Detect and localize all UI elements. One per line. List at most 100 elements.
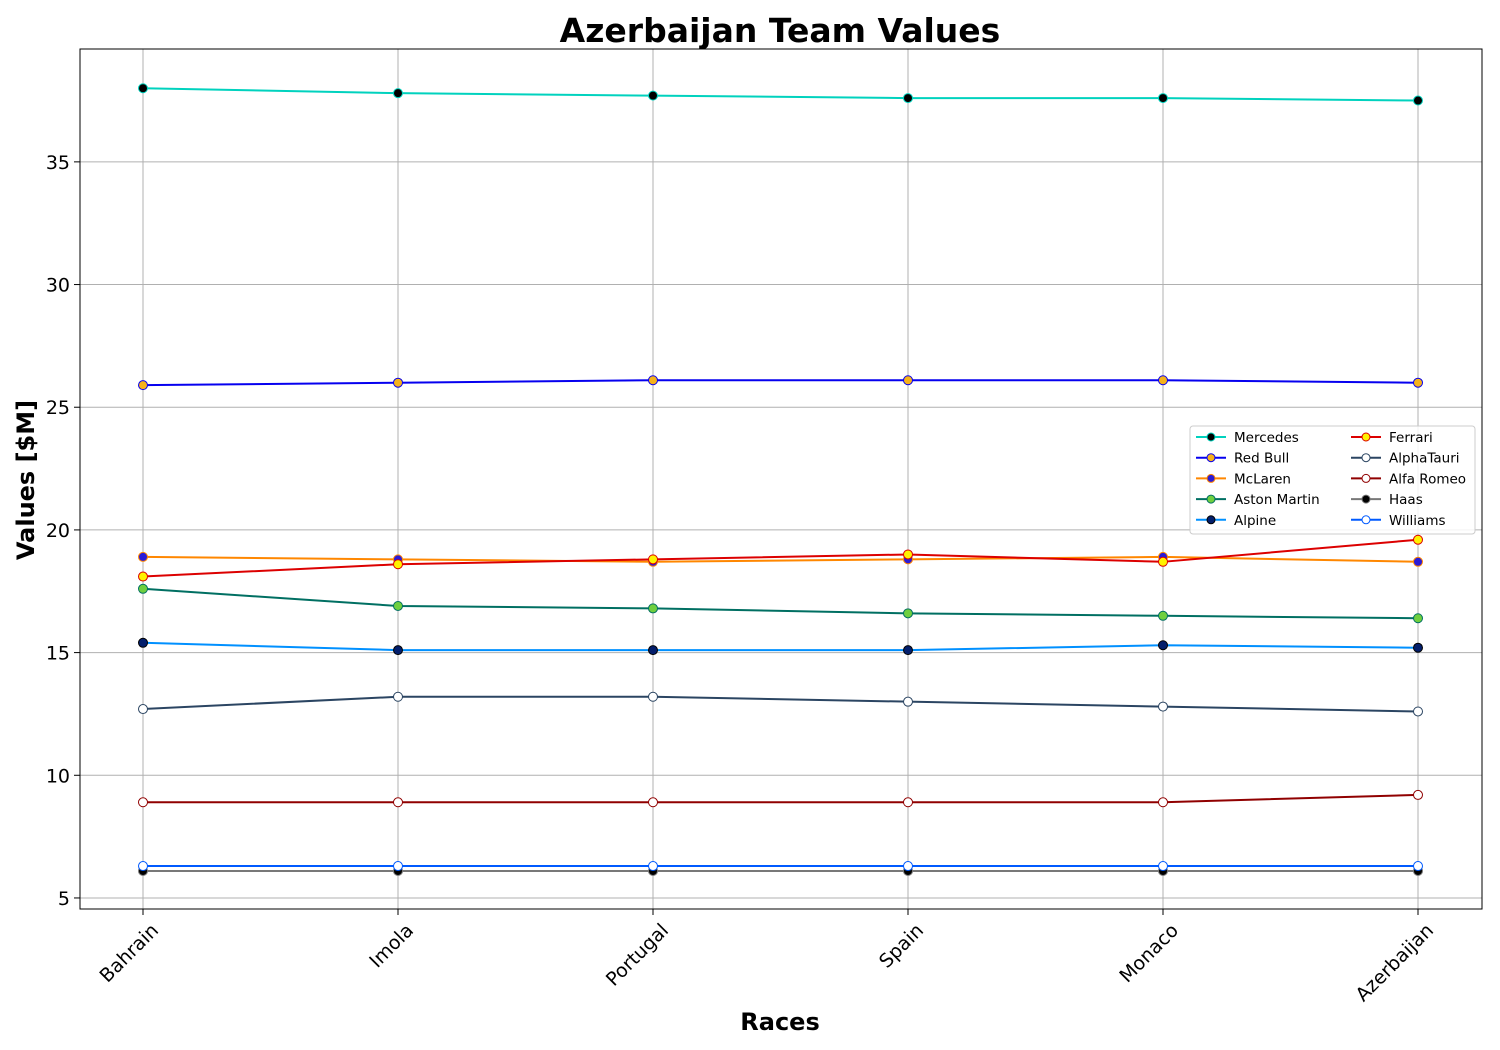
y-tick-label-15: 15 (46, 643, 70, 665)
data-point-aston-martin-imola (393, 600, 403, 611)
data-point-mclaren-bahrain (138, 551, 148, 562)
legend-item-ferrari: Ferrari (1351, 430, 1433, 446)
data-point-mercedes-monaco (1158, 93, 1168, 104)
data-point-alfa-romeo-imola (393, 797, 403, 808)
data-point-mercedes-bahrain (138, 83, 148, 94)
series-mercedes (138, 83, 1423, 106)
legend-label-haas: Haas (1389, 492, 1423, 508)
legend-item-haas: Haas (1351, 492, 1423, 508)
data-point-red-bull-azerbaijan (1413, 377, 1423, 388)
data-point-mercedes-portugal (648, 90, 658, 101)
series-alphatauri (138, 691, 1423, 717)
data-point-williams-imola (393, 861, 403, 872)
data-point-alpine-bahrain (138, 637, 148, 648)
data-point-williams-spain (903, 861, 913, 872)
legend-label-mercedes: Mercedes (1234, 430, 1299, 446)
series-layer (138, 83, 1423, 876)
legend-marker-ferrari (1361, 432, 1371, 442)
series-alpine (138, 637, 1423, 656)
chart-title: Azerbaijan Team Values (560, 11, 1001, 50)
data-point-ferrari-imola (393, 559, 403, 570)
legend-label-red-bull: Red Bull (1234, 451, 1289, 467)
data-point-alpine-monaco (1158, 640, 1168, 651)
legend-label-alpine: Alpine (1234, 513, 1276, 529)
series-line-mercedes (142, 87, 1419, 102)
y-tick-label-35: 35 (46, 152, 70, 174)
series-line-aston-martin (142, 587, 1419, 620)
legend-marker-aston-martin (1206, 494, 1216, 504)
data-point-alpine-imola (393, 645, 403, 656)
data-point-ferrari-portugal (648, 554, 658, 565)
legend-item-mercedes: Mercedes (1196, 430, 1299, 446)
y-tick-label-30: 30 (46, 275, 70, 297)
legend-marker-haas (1361, 494, 1371, 504)
legend-label-ferrari: Ferrari (1389, 430, 1433, 446)
series-line-alfa-romeo (143, 793, 1419, 804)
data-point-ferrari-bahrain (138, 571, 148, 582)
y-tick-label-10: 10 (46, 765, 70, 787)
legend-item-alphatauri: AlphaTauri (1351, 451, 1460, 467)
legend-marker-alfa-romeo (1361, 473, 1371, 483)
data-point-aston-martin-monaco (1158, 610, 1168, 621)
data-point-alpine-portugal (648, 645, 658, 656)
data-point-mclaren-azerbaijan (1413, 556, 1423, 567)
data-point-aston-martin-bahrain (138, 583, 148, 594)
data-point-williams-portugal (648, 861, 658, 872)
data-point-alfa-romeo-bahrain (138, 797, 148, 808)
legend: Mercedes Red Bull McLaren Aston Martin Alpin… (1189, 425, 1476, 535)
legend-box (1189, 425, 1476, 535)
data-point-mercedes-azerbaijan (1413, 95, 1423, 106)
legend-label-williams: Williams (1389, 513, 1446, 529)
series-red-bull (138, 375, 1423, 391)
data-point-red-bull-monaco (1158, 375, 1168, 386)
y-tick-label-25: 25 (46, 397, 70, 419)
y-tick-label-5: 5 (58, 888, 70, 910)
legend-item-alfa-romeo: Alfa Romeo (1351, 471, 1466, 487)
y-axis-label: Values [$M] (12, 400, 40, 560)
data-point-ferrari-spain (903, 549, 913, 560)
legend-marker-williams (1361, 515, 1371, 525)
data-point-ferrari-azerbaijan (1413, 534, 1423, 545)
data-point-alfa-romeo-spain (903, 797, 913, 808)
legend-label-alfa-romeo: Alfa Romeo (1389, 471, 1466, 487)
y-tick-label-20: 20 (46, 520, 70, 542)
legend-marker-alphatauri (1361, 453, 1371, 463)
legend-item-aston-martin: Aston Martin (1196, 492, 1320, 508)
legend-label-mclaren: McLaren (1234, 471, 1291, 487)
series-williams (138, 861, 1423, 872)
legend-item-mclaren: McLaren (1196, 471, 1291, 487)
legend-marker-mercedes (1206, 432, 1216, 442)
data-point-alpine-spain (903, 645, 913, 656)
series-ferrari (138, 534, 1423, 582)
legend-item-red-bull: Red Bull (1196, 451, 1289, 467)
series-line-ferrari (142, 538, 1419, 578)
data-point-mercedes-imola (393, 88, 403, 99)
data-point-williams-bahrain (138, 861, 148, 872)
data-point-aston-martin-portugal (648, 603, 658, 614)
data-point-mercedes-spain (903, 93, 913, 104)
data-point-red-bull-imola (393, 377, 403, 388)
data-point-alphatauri-spain (903, 696, 913, 707)
legend-item-alpine: Alpine (1196, 513, 1276, 529)
data-point-alfa-romeo-azerbaijan (1413, 789, 1423, 800)
data-point-alfa-romeo-portugal (648, 797, 658, 808)
data-point-alfa-romeo-monaco (1158, 797, 1168, 808)
data-point-alphatauri-azerbaijan (1413, 706, 1423, 717)
legend-marker-alpine (1206, 515, 1216, 525)
data-point-red-bull-spain (903, 375, 913, 386)
series-line-red-bull (142, 379, 1419, 387)
data-point-alphatauri-imola (393, 691, 403, 702)
legend-marker-red-bull (1206, 453, 1216, 463)
legend-item-williams: Williams (1351, 513, 1446, 529)
data-point-aston-martin-azerbaijan (1413, 613, 1423, 624)
data-point-alphatauri-monaco (1158, 701, 1168, 712)
data-point-alpine-azerbaijan (1413, 642, 1423, 653)
series-line-alphatauri (142, 695, 1419, 713)
data-point-williams-azerbaijan (1413, 861, 1423, 872)
data-point-red-bull-bahrain (138, 380, 148, 391)
series-aston-martin (138, 583, 1423, 624)
data-point-aston-martin-spain (903, 608, 913, 619)
data-point-red-bull-portugal (648, 375, 658, 386)
